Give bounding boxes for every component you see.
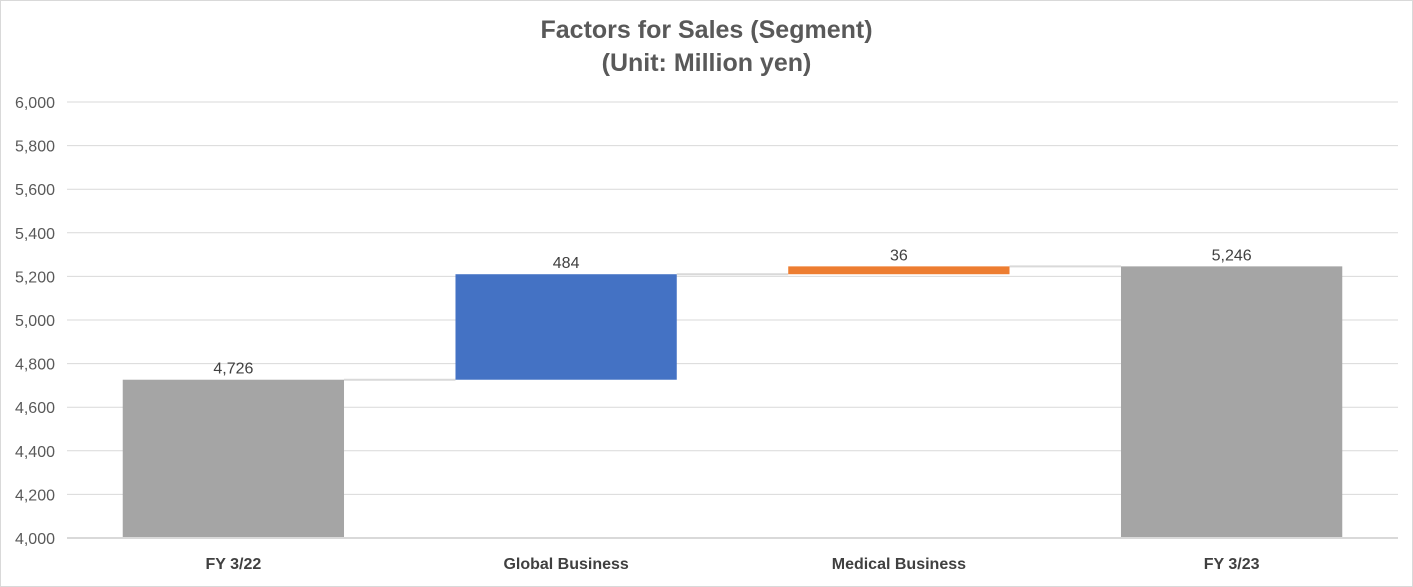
x-category-label: Global Business — [503, 556, 628, 573]
data-label: 4,726 — [213, 361, 253, 378]
y-tick-label: 5,400 — [15, 226, 55, 243]
y-tick-label: 4,000 — [15, 531, 55, 548]
y-tick-label: 4,800 — [15, 357, 55, 374]
x-category-label: Medical Business — [832, 556, 966, 573]
y-tick-label: 5,600 — [15, 182, 55, 199]
chart-title-block: Factors for Sales (Segment) (Unit: Milli… — [0, 14, 1413, 80]
y-tick-label: 5,800 — [15, 139, 55, 156]
data-label: 484 — [553, 255, 580, 272]
y-tick-label: 4,600 — [15, 400, 55, 417]
chart-title: Factors for Sales (Segment) — [540, 16, 873, 44]
x-category-label: FY 3/23 — [1204, 556, 1260, 573]
data-label: 36 — [890, 247, 908, 264]
chart-subtitle: (Unit: Million yen) — [601, 49, 812, 77]
y-tick-label: 5,200 — [15, 269, 55, 286]
bar-global-business — [455, 274, 677, 380]
bar-medical-business — [788, 266, 1010, 275]
y-tick-label: 5,000 — [15, 313, 55, 330]
y-tick-label: 4,200 — [15, 487, 55, 504]
y-tick-label: 4,400 — [15, 444, 55, 461]
bar-fy-3-22 — [122, 379, 345, 538]
bar-fy-3-23 — [1120, 266, 1343, 538]
y-tick-label: 6,000 — [15, 95, 55, 112]
x-category-label: FY 3/22 — [206, 556, 262, 573]
data-label: 5,246 — [1212, 247, 1252, 264]
